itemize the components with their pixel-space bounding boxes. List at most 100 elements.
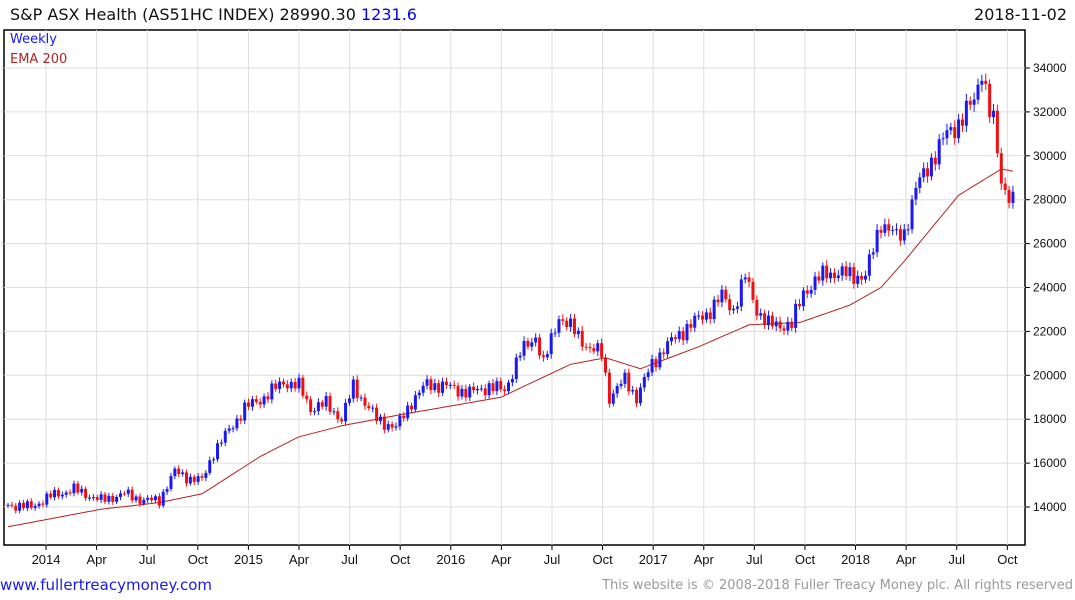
candle [347,394,351,406]
candle [56,487,60,499]
candle [507,379,511,395]
candle [91,494,95,501]
candle [153,494,157,503]
candle [898,224,902,246]
candle [766,310,770,330]
candle [107,493,111,505]
candle [685,320,689,344]
candle [984,73,988,91]
candle [588,342,592,353]
ema-line [7,168,1014,528]
candle [918,172,922,194]
candle [693,312,697,333]
candle [964,93,968,133]
candle [650,354,654,377]
candle [421,381,425,397]
candle [999,147,1003,190]
candle [763,309,767,330]
candle [223,427,227,447]
candle [895,223,899,236]
candle [18,500,22,514]
candle [119,490,123,501]
candle [297,373,301,393]
candle [623,369,627,388]
candle [968,96,972,111]
candle [526,337,530,350]
candle [274,379,278,392]
x-tick-label: Apr [289,552,310,567]
x-tick-label: 2017 [639,552,668,567]
candle [677,326,681,343]
site-link[interactable]: www.fullertreacymoney.com [0,576,213,594]
candle [875,224,879,257]
candle [829,267,833,283]
title-text: S&P ASX Health (AS51HC INDEX) 28990.30 [10,5,356,24]
candle [313,407,317,416]
candle [169,472,173,492]
x-tick-label: Oct [390,552,411,567]
candle [933,151,937,171]
x-tick-label: Jul [746,552,763,567]
candle [720,284,724,308]
candle [305,391,309,404]
candle [278,377,282,394]
candle [584,343,588,351]
x-tick-label: Apr [896,552,917,567]
candle [592,343,596,355]
candle [619,379,623,390]
candle [371,404,375,413]
x-tick-label: Jul [948,552,965,567]
candle [790,317,794,332]
y-tick-label: 20000 [1033,368,1067,382]
legend-weekly: Weekly [10,32,57,47]
candle [953,120,957,145]
candle [324,391,328,411]
candle [638,383,642,406]
candle [848,262,852,282]
candle [545,350,549,361]
candle [332,407,336,416]
y-tick-label: 24000 [1033,281,1067,295]
candle [340,416,344,425]
x-tick-label: Oct [997,552,1018,567]
candle [798,298,802,310]
candle [708,307,712,324]
candle [398,412,402,430]
candle [130,486,134,504]
candle [204,470,208,482]
candle [510,374,514,387]
candle [270,380,274,404]
legend-ema: EMA 200 [10,52,68,67]
candle [801,287,805,311]
candle [553,328,557,338]
candle [10,501,14,508]
candle [80,485,84,496]
candle [192,474,196,486]
candle [487,380,491,399]
candle [786,316,790,336]
candle [945,123,949,145]
candle [836,270,840,282]
candle [615,383,619,398]
x-tick-label: Jul [139,552,156,567]
candle [635,387,639,408]
candle [367,402,371,411]
candle [212,456,216,464]
candle [351,376,355,403]
candle [891,225,895,236]
candle [658,347,662,371]
candle [429,376,433,395]
candle [534,333,538,347]
candle [289,378,293,393]
x-tick-label: Jul [544,552,561,567]
candle [122,490,126,497]
candle [115,494,119,505]
candle [165,486,169,495]
x-tick-label: 2016 [436,552,465,567]
candle [759,308,763,320]
candle [468,383,472,402]
candle [863,270,867,284]
candle [879,225,883,239]
candle [231,425,235,433]
candle [355,375,359,402]
